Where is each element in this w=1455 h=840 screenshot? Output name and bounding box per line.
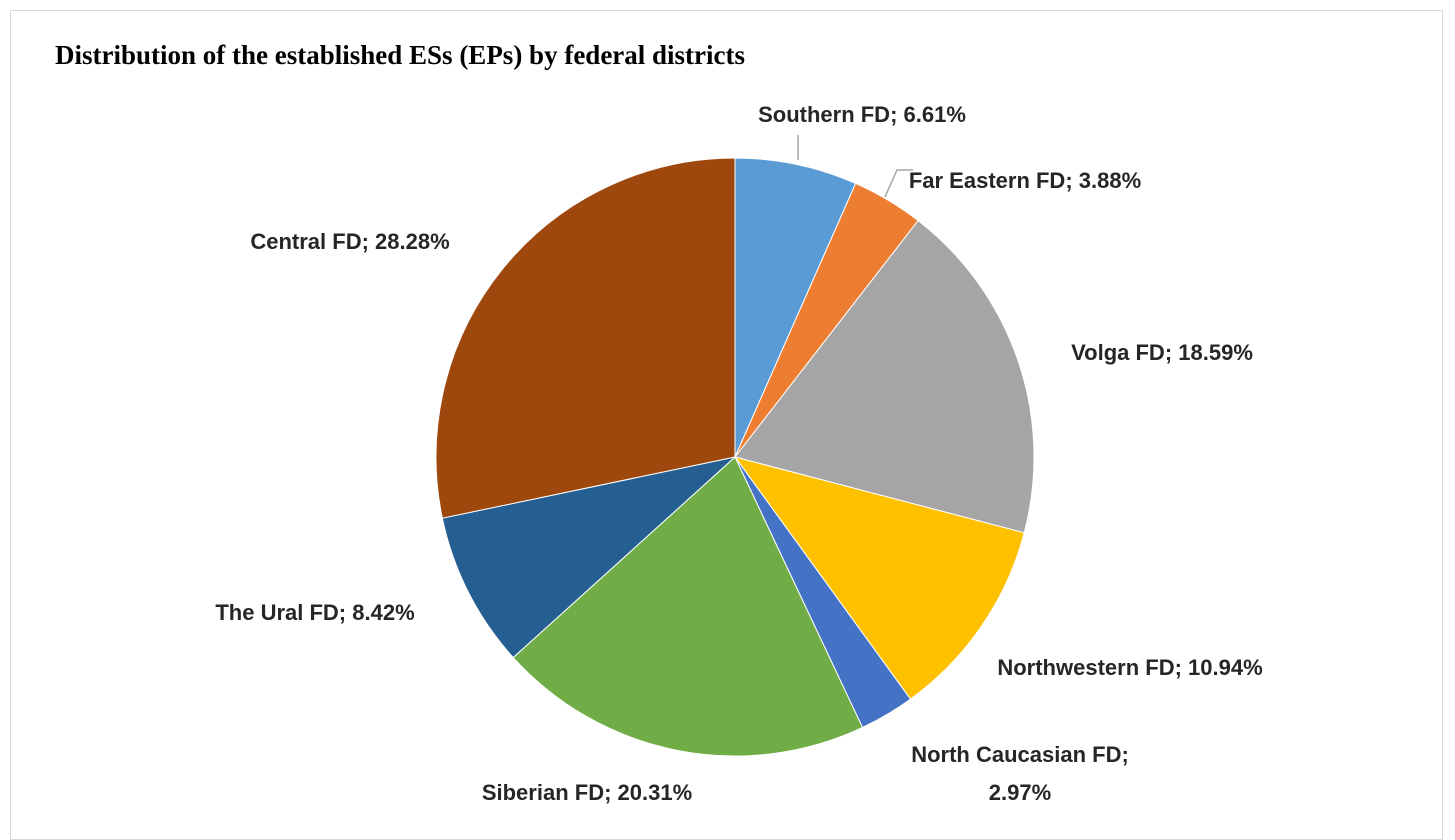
data-label-value: 8.42%	[352, 600, 415, 625]
leader-line	[884, 169, 913, 198]
pie-slice	[733, 456, 1025, 700]
data-label: Southern FD; 6.61%	[758, 96, 966, 134]
data-label-value: 20.31%	[617, 780, 693, 805]
data-label-category: The Ural FD;	[215, 600, 347, 625]
data-label: Volga FD; 18.59%	[1071, 334, 1253, 372]
data-label-category: Siberian FD;	[481, 780, 612, 805]
data-label: Siberian FD; 20.31%	[482, 774, 692, 812]
data-label: Central FD; 28.28%	[250, 223, 449, 261]
pie-slice	[734, 219, 1035, 534]
data-label-value: 2.97%	[988, 780, 1052, 805]
data-label-category: Southern FD;	[758, 102, 898, 127]
data-label-value: 6.61%	[903, 102, 966, 127]
data-label: North Caucasian FD; 2.97%	[900, 736, 1140, 812]
pie-slice	[734, 157, 857, 458]
pie-slice	[512, 456, 864, 757]
chart-title: Distribution of the established ESs (EPs…	[55, 40, 746, 70]
pie-slice	[441, 456, 737, 659]
data-label: The Ural FD; 8.42%	[215, 594, 414, 632]
data-label-category: Volga FD;	[1071, 340, 1173, 365]
data-label: Northwestern FD; 10.94%	[995, 649, 1265, 687]
pie-slice	[435, 157, 736, 519]
data-label-category: Central FD;	[250, 229, 369, 254]
data-label-value: 10.94%	[1188, 655, 1263, 680]
data-label-category: Far Eastern FD;	[908, 168, 1073, 193]
data-label-value: 18.59%	[1178, 340, 1253, 365]
data-label: Far Eastern FD; 3.88%	[905, 162, 1145, 200]
data-label-category: Northwestern FD;	[997, 655, 1182, 680]
data-label-value: 3.88%	[1078, 168, 1142, 193]
data-label-category: North Caucasian FD;	[911, 742, 1129, 767]
data-label-value: 28.28%	[375, 229, 450, 254]
